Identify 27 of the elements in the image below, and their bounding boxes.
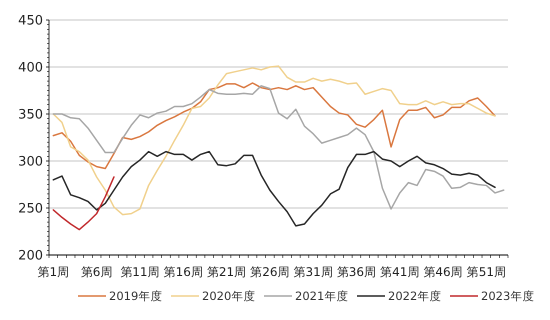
legend-label: 2020年度 xyxy=(202,289,256,303)
x-tick-label: 第36周 xyxy=(336,265,376,279)
legend-label: 2022年度 xyxy=(388,289,442,303)
legend-label: 2021年度 xyxy=(295,289,348,303)
x-tick-label: 第6周 xyxy=(80,265,112,279)
line-series xyxy=(52,82,496,170)
y-tick-label: 300 xyxy=(18,154,43,170)
x-tick-label: 第31周 xyxy=(294,265,333,279)
x-tick-label: 第11周 xyxy=(120,265,160,279)
y-tick-label: 250 xyxy=(18,202,43,216)
x-tick-label: 第1周 xyxy=(38,265,70,279)
line-series xyxy=(52,150,496,227)
x-tick-label: 第46周 xyxy=(423,265,463,279)
y-tick-label: 200 xyxy=(18,248,43,264)
x-tick-label: 第26周 xyxy=(250,265,290,279)
x-tick-label: 第21周 xyxy=(206,265,246,279)
y-tick-label: 350 xyxy=(18,108,43,122)
legend-label: 2023年度 xyxy=(481,289,534,303)
line-series xyxy=(52,65,496,216)
y-tick-label: 400 xyxy=(18,60,43,76)
y-tick-label: 450 xyxy=(18,14,43,28)
line-series xyxy=(52,176,115,230)
x-tick-label: 第41周 xyxy=(380,265,420,279)
line-series xyxy=(52,85,504,210)
legend-label: 2019年度 xyxy=(109,289,162,303)
x-tick-label: 第51周 xyxy=(466,265,506,279)
x-tick-label: 第16周 xyxy=(164,265,203,279)
